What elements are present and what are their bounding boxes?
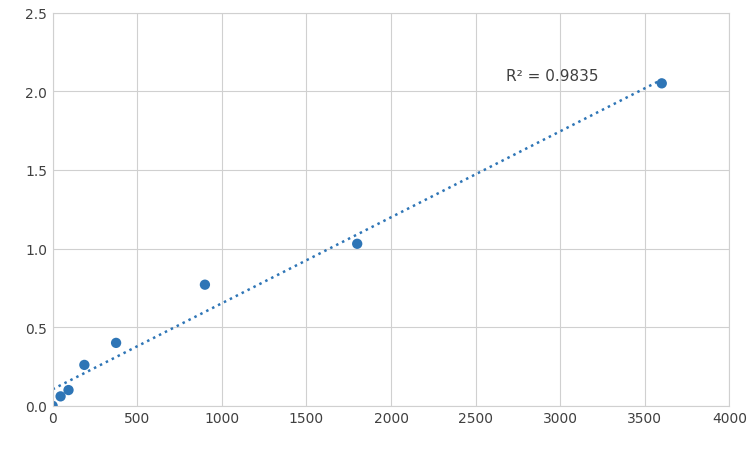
Point [199,281,211,289]
Point [656,81,668,88]
Point [55,393,67,400]
Point [47,402,59,410]
Point [78,362,90,369]
Text: R² = 0.9835: R² = 0.9835 [506,69,599,84]
Point [62,387,74,394]
Point [351,241,363,248]
Point [110,340,122,347]
